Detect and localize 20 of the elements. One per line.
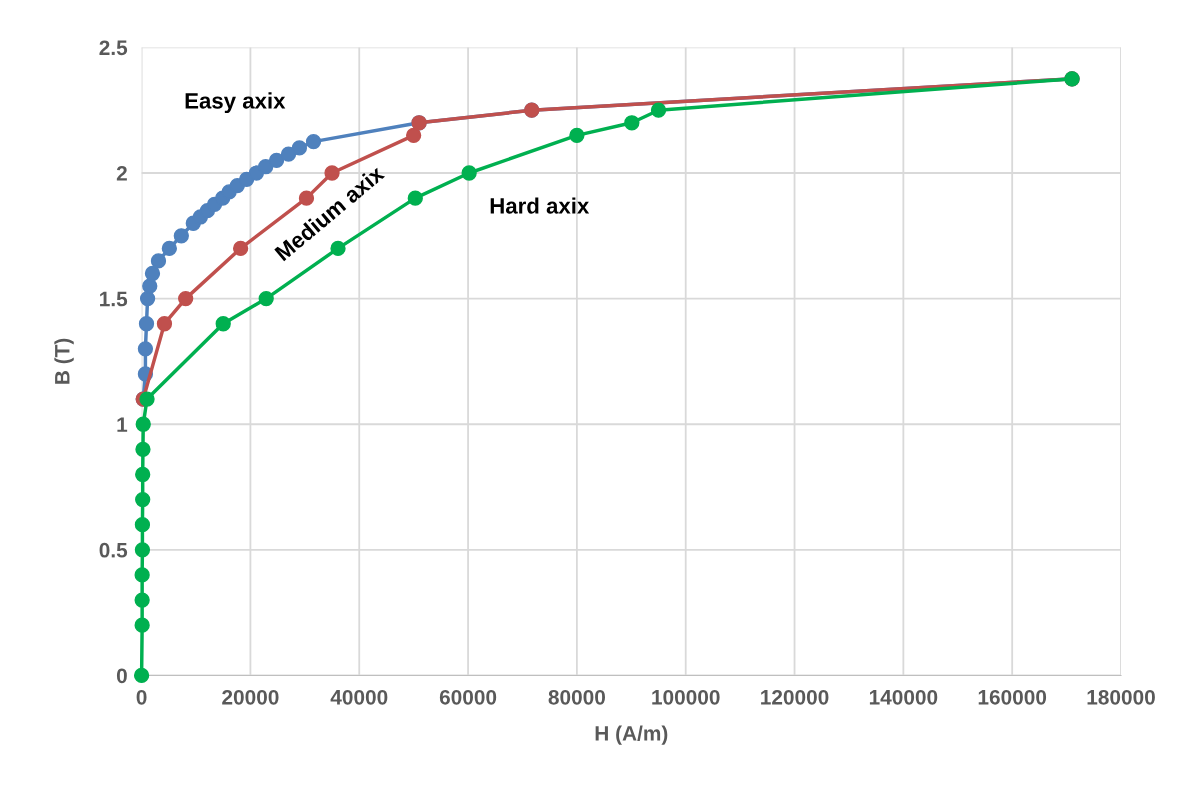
x-tick-label: 0 (136, 689, 147, 705)
y-tick-label: 2.5 (99, 40, 128, 56)
x-tick-label: 100000 (652, 689, 720, 705)
y-tick-label: 0.5 (99, 542, 128, 558)
annotation: Hard axix (490, 197, 590, 214)
y-tick-label: 1 (117, 417, 128, 432)
x-tick-label: 160000 (978, 689, 1047, 705)
x-tick-label: 20000 (222, 689, 279, 705)
y-tick-label: 2 (116, 166, 127, 181)
y-axis-title: B (T) (54, 338, 74, 384)
annotation: Easy axix (185, 92, 286, 114)
x-tick-label: 40000 (330, 689, 388, 705)
x-tick-label: 140000 (869, 689, 938, 705)
x-axis-title: H (A/m) (595, 725, 668, 745)
x-tick-label: 80000 (548, 689, 605, 705)
y-tick-label: 1.5 (100, 291, 128, 307)
y-tick-label: 0 (116, 668, 127, 684)
x-tick-label: 180000 (1087, 689, 1155, 705)
x-tick-label: 60000 (439, 689, 497, 705)
x-tick-label: 120000 (761, 689, 829, 705)
